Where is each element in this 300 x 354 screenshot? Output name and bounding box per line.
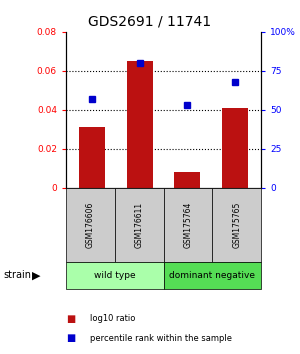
Text: strain: strain <box>3 270 31 280</box>
Bar <box>127 61 153 188</box>
Text: GDS2691 / 11741: GDS2691 / 11741 <box>88 14 212 28</box>
Bar <box>79 127 105 188</box>
Text: wild type: wild type <box>94 271 136 280</box>
Text: percentile rank within the sample: percentile rank within the sample <box>90 333 232 343</box>
Text: log10 ratio: log10 ratio <box>90 314 135 323</box>
Text: GSM175765: GSM175765 <box>232 201 241 248</box>
Bar <box>222 108 248 188</box>
Text: GSM175764: GSM175764 <box>183 201 192 248</box>
Text: GSM176611: GSM176611 <box>135 202 144 248</box>
Bar <box>174 172 200 188</box>
Text: ■: ■ <box>66 314 75 324</box>
Text: ▶: ▶ <box>32 270 40 280</box>
Text: GSM176606: GSM176606 <box>86 201 95 248</box>
Text: dominant negative: dominant negative <box>169 271 255 280</box>
Text: ■: ■ <box>66 333 75 343</box>
